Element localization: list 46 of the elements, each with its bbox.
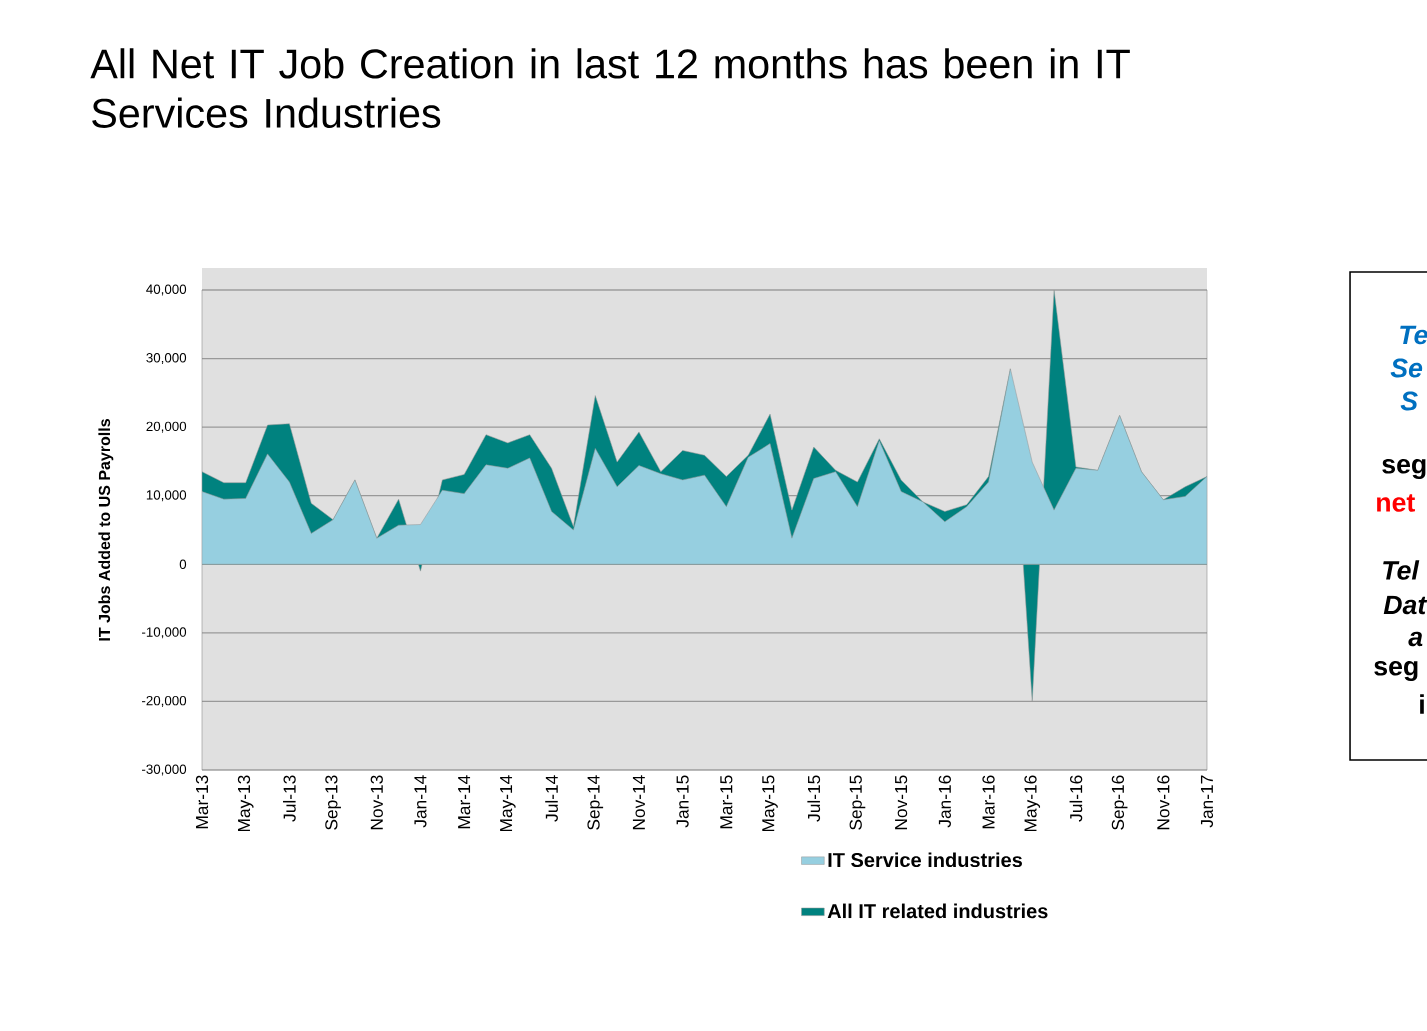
text: S	[1400, 391, 1418, 411]
x-tick-label: Sep-13	[325, 775, 341, 830]
text: Dat	[1383, 595, 1427, 615]
x-tick-label: Sep-15	[849, 775, 866, 830]
x-tick-label: May-14	[500, 775, 516, 832]
legend-label: IT Service industries	[828, 852, 1022, 868]
chart-title: All Net IT Job Creation in last 12 months has been in IT Services Industries	[90, 48, 1130, 128]
y-tick-label: 30,000	[146, 353, 187, 365]
y-tick-label: -20,000	[141, 695, 187, 707]
y-tick-label: 0	[179, 559, 187, 569]
text: a	[1408, 631, 1423, 647]
y-tick-label: 20,000	[146, 421, 187, 433]
y-tick-label: -10,000	[141, 627, 187, 639]
x-tick-label: Jul-13	[283, 775, 296, 822]
x-tick-label: Sep-16	[1111, 775, 1128, 830]
x-tick-label: Jan-15	[676, 775, 689, 828]
x-tick-label: May-16	[1024, 775, 1041, 832]
text: seg	[1374, 660, 1418, 681]
x-tick-label: Jul-14	[545, 775, 558, 822]
y-tick-label: -30,000	[141, 764, 187, 776]
y-axis-title: IT Jobs Added to US Payrolls	[98, 419, 114, 641]
x-tick-label: Jan-17	[1200, 775, 1214, 828]
text: i	[1420, 694, 1424, 714]
y-tick-label: 10,000	[146, 490, 187, 502]
y-tick-label: 40,000	[146, 284, 187, 296]
legend-label: All IT related industries	[827, 903, 1048, 919]
x-tick-label: Mar-14	[458, 775, 471, 829]
x-tick-label: Mar-15	[720, 775, 733, 829]
x-tick-label: May-13	[237, 775, 254, 832]
text: Te	[1400, 325, 1427, 345]
x-tick-label: Jul-16	[1069, 775, 1083, 822]
text: seg	[1382, 458, 1426, 479]
x-tick-label: Jan-14	[414, 775, 427, 828]
x-tick-label: Nov-15	[895, 775, 908, 830]
x-tick-label: Sep-14	[587, 775, 604, 830]
x-tick-label: Mar-16	[982, 775, 995, 829]
text: Se	[1390, 358, 1423, 378]
x-tick-label: Nov-16	[1157, 775, 1170, 830]
x-tick-label: Jan-16	[938, 775, 951, 828]
x-tick-label: Jul-15	[807, 775, 821, 822]
text: Tel	[1383, 560, 1420, 580]
x-tick-label: May-15	[762, 775, 778, 832]
x-tick-label: Nov-14	[632, 775, 646, 830]
x-tick-label: Mar-13	[195, 775, 209, 829]
text: net	[1377, 494, 1415, 512]
x-tick-label: Nov-13	[370, 775, 383, 830]
